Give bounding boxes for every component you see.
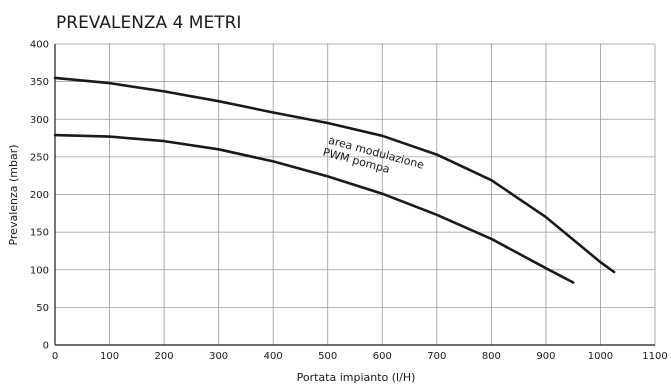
chart-title: PREVALENZA 4 METRI (56, 13, 241, 33)
x-tick-label: 600 (373, 351, 392, 362)
y-tick-label: 350 (30, 77, 49, 88)
series-lines (53, 76, 616, 284)
grid (54, 43, 656, 346)
x-tick-label: 800 (482, 351, 501, 362)
y-tick-label: 200 (30, 190, 49, 201)
x-tick-label: 0 (52, 351, 58, 362)
y-tick-label: 0 (43, 341, 49, 352)
y-tick-label: 50 (36, 303, 49, 314)
series-line-2 (53, 133, 575, 284)
x-tick-label: 700 (427, 351, 446, 362)
x-axis-label: Portata impianto (l/H) (297, 371, 416, 384)
x-tick-label: 900 (536, 351, 555, 362)
y-tick-label: 250 (30, 152, 49, 163)
x-tick-label: 300 (209, 351, 228, 362)
y-tick-label: 400 (30, 40, 49, 51)
y-tick-label: 150 (30, 228, 49, 239)
y-tick-label: 100 (30, 265, 49, 276)
y-tick-label: 300 (30, 115, 49, 126)
y-axis-label: Prevalenza (mbar) (7, 144, 20, 245)
x-tick-label: 100 (100, 351, 119, 362)
x-tick-label: 1000 (588, 351, 613, 362)
series-line-1 (53, 76, 616, 274)
x-tick-label: 400 (264, 351, 283, 362)
x-tick-label: 1100 (642, 351, 667, 362)
tick-labels: 0 100 200 300 400 500 600 700 800 900 1000 1100 0 50 1… (30, 40, 668, 363)
x-tick-label: 200 (155, 351, 174, 362)
x-tick-label: 500 (318, 351, 337, 362)
